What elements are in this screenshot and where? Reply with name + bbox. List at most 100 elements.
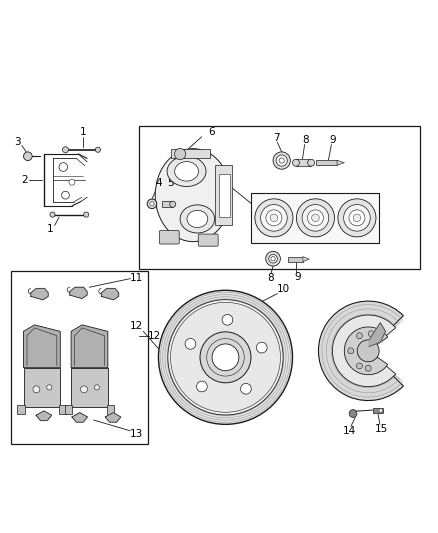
Circle shape [357, 333, 363, 339]
Circle shape [357, 363, 363, 369]
Circle shape [357, 340, 379, 362]
Bar [17, 405, 25, 414]
Bar [215, 165, 232, 225]
Circle shape [59, 163, 67, 172]
Circle shape [353, 214, 361, 222]
Circle shape [349, 210, 365, 226]
Circle shape [255, 199, 293, 237]
Circle shape [379, 409, 382, 412]
Bar [251, 193, 379, 243]
Circle shape [84, 212, 89, 217]
Polygon shape [72, 413, 88, 422]
Circle shape [170, 302, 280, 413]
Circle shape [95, 147, 100, 152]
Bar [219, 174, 230, 217]
Polygon shape [337, 160, 344, 165]
Circle shape [212, 344, 239, 371]
Circle shape [174, 149, 186, 160]
Bar [24, 368, 60, 407]
FancyBboxPatch shape [159, 231, 179, 244]
Circle shape [24, 152, 32, 160]
Circle shape [222, 314, 233, 325]
Circle shape [185, 338, 196, 349]
Bar [106, 405, 114, 414]
Circle shape [170, 201, 176, 207]
Bar [296, 159, 311, 166]
Text: 1: 1 [47, 224, 54, 235]
Text: 11: 11 [129, 273, 143, 282]
Ellipse shape [187, 211, 208, 228]
Circle shape [94, 385, 99, 390]
Bar [65, 405, 72, 414]
Text: 6: 6 [208, 127, 215, 138]
Text: 2: 2 [21, 175, 28, 185]
Ellipse shape [175, 161, 198, 181]
Circle shape [197, 381, 207, 392]
Circle shape [293, 159, 300, 166]
Circle shape [279, 158, 284, 163]
Text: 13: 13 [129, 429, 143, 439]
Circle shape [33, 386, 40, 393]
Text: 15: 15 [374, 424, 388, 434]
Circle shape [269, 254, 277, 263]
Circle shape [69, 179, 75, 185]
Circle shape [147, 199, 157, 208]
Polygon shape [369, 322, 385, 346]
Circle shape [276, 155, 287, 166]
Circle shape [266, 252, 280, 266]
Circle shape [159, 290, 293, 424]
Wedge shape [332, 315, 396, 386]
Text: 7: 7 [273, 133, 280, 143]
Polygon shape [303, 256, 309, 262]
Circle shape [302, 205, 329, 231]
Circle shape [365, 365, 371, 371]
Text: 4: 4 [155, 178, 162, 188]
Text: 8: 8 [268, 273, 274, 283]
Text: 1: 1 [79, 127, 86, 138]
Circle shape [200, 332, 251, 383]
Circle shape [47, 385, 52, 390]
Text: 9: 9 [294, 272, 300, 282]
Polygon shape [101, 288, 119, 300]
Text: 12: 12 [130, 321, 144, 331]
Circle shape [240, 383, 251, 394]
Wedge shape [318, 301, 403, 401]
Circle shape [168, 300, 283, 415]
Bar [171, 149, 210, 158]
Circle shape [271, 256, 275, 261]
Bar [71, 368, 108, 407]
Wedge shape [344, 327, 388, 375]
Polygon shape [36, 411, 52, 421]
Circle shape [307, 159, 314, 166]
Circle shape [368, 330, 374, 337]
Text: 8: 8 [302, 135, 309, 145]
Polygon shape [71, 325, 108, 368]
Circle shape [307, 210, 323, 226]
Circle shape [63, 147, 68, 153]
Text: 5: 5 [167, 178, 173, 188]
Polygon shape [31, 288, 48, 300]
Circle shape [62, 191, 69, 199]
Circle shape [270, 214, 278, 222]
Circle shape [338, 199, 376, 237]
Bar [162, 201, 173, 207]
Circle shape [344, 205, 370, 231]
Bar [373, 408, 383, 413]
Ellipse shape [155, 149, 231, 241]
Bar [11, 271, 148, 444]
Ellipse shape [180, 205, 215, 233]
Circle shape [256, 342, 267, 353]
Text: 10: 10 [277, 284, 290, 294]
Ellipse shape [167, 156, 206, 187]
Polygon shape [70, 287, 87, 298]
Circle shape [81, 386, 88, 393]
Bar [316, 160, 337, 165]
Circle shape [311, 214, 319, 222]
Text: 12: 12 [148, 330, 161, 341]
Circle shape [348, 348, 354, 354]
Text: 9: 9 [329, 135, 336, 145]
Text: 14: 14 [343, 426, 356, 436]
Bar [59, 405, 67, 414]
Circle shape [266, 210, 282, 226]
Circle shape [273, 152, 290, 169]
